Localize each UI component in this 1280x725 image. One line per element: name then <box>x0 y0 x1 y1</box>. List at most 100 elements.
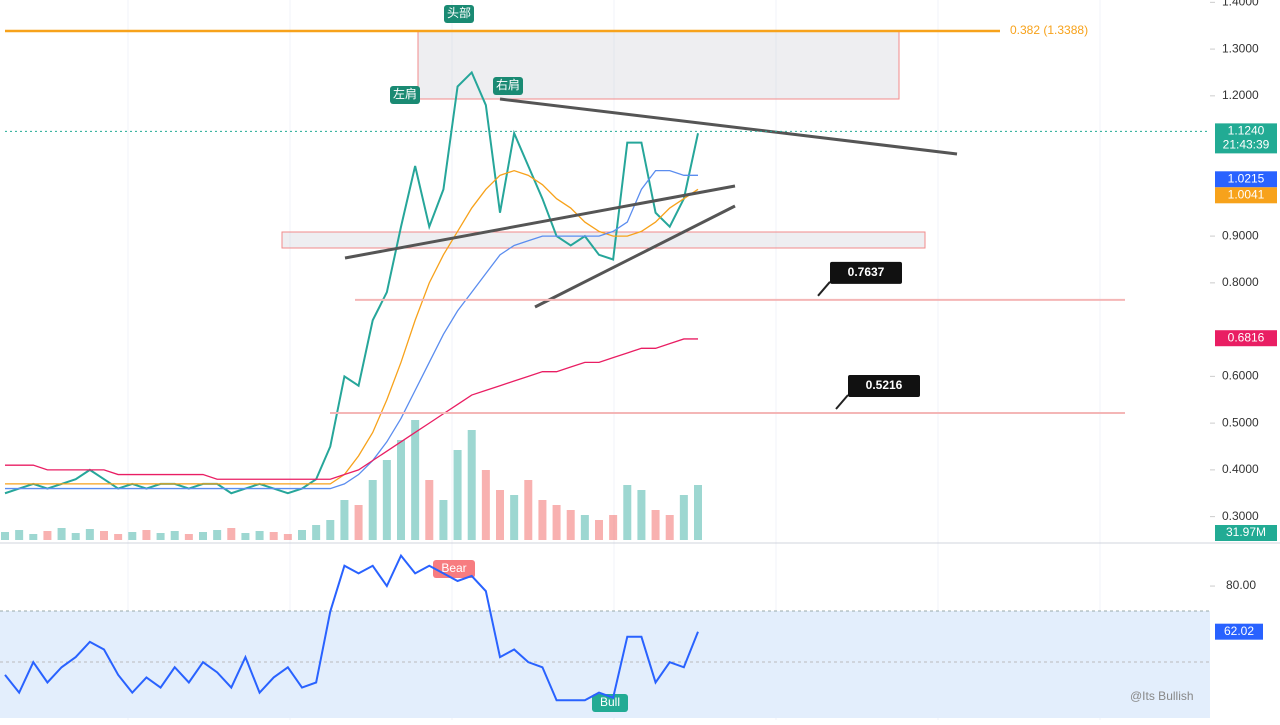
volume-bar <box>552 505 561 540</box>
price-badge <box>1215 187 1277 204</box>
y-tick-label: 1.4000 <box>1222 0 1259 9</box>
plot <box>1 70 702 540</box>
rsi-badge-label: 62.02 <box>1224 624 1254 638</box>
price-badge-label: 1.1240 <box>1228 124 1265 138</box>
volume-bar <box>538 500 547 540</box>
volume-bar <box>453 450 462 540</box>
volume-bar <box>397 440 405 540</box>
volume-bar <box>524 480 533 540</box>
volume-bar <box>665 515 674 540</box>
volume-bar <box>312 525 321 540</box>
label-box <box>444 5 474 23</box>
price-badge <box>1215 330 1277 347</box>
pattern-labels: 头部 左肩 右肩 <box>390 5 523 104</box>
y-tick-label: 0.5000 <box>1222 415 1259 429</box>
label-box <box>493 77 523 95</box>
rsi-badge <box>1215 623 1263 640</box>
y-tick-label: 0.3000 <box>1222 509 1259 523</box>
volume-bar <box>213 530 222 540</box>
signal-label: Bull <box>600 695 620 709</box>
volume-badge <box>1215 525 1277 541</box>
volume-bar <box>85 529 94 540</box>
trendline <box>534 204 736 309</box>
volume-bar <box>623 485 632 540</box>
volume-bar <box>29 534 38 540</box>
volume-bar <box>170 531 179 540</box>
callout-pointer <box>817 281 831 297</box>
volume-bar <box>679 495 688 540</box>
price-badge-label: 1.0041 <box>1228 187 1265 201</box>
volume-bar <box>199 532 207 540</box>
volume-bar <box>114 534 123 540</box>
volume-bar <box>467 430 476 540</box>
price-badge-label: 0.6816 <box>1228 330 1265 344</box>
trendline <box>344 184 736 260</box>
trendline <box>499 97 958 156</box>
volume-bar <box>439 500 448 540</box>
pattern-label: 右肩 <box>496 77 520 92</box>
pattern-label: 头部 <box>447 5 471 20</box>
volume-bar <box>595 520 603 540</box>
volume-bar <box>496 490 504 540</box>
volume-bar <box>269 532 278 540</box>
price-badge <box>1215 171 1277 188</box>
label-box <box>390 86 420 104</box>
fib-label: 0.382 (1.3388) <box>1010 23 1088 37</box>
y-tick-label: 0.4000 <box>1222 462 1259 476</box>
volume-bar <box>227 528 236 540</box>
resistance-zone <box>417 30 900 100</box>
callout-label: 0.5216 <box>866 378 903 392</box>
volume-bar <box>57 528 66 540</box>
rsi-tick-label: 80.00 <box>1226 578 1256 592</box>
volume-bar <box>694 485 702 540</box>
volume-bar <box>411 420 420 540</box>
y-tick-label: 0.9000 <box>1222 228 1259 242</box>
volume-bar <box>340 500 349 540</box>
volume-bar <box>15 530 24 540</box>
moving-average <box>5 169 699 485</box>
watermark: @Its Bullish <box>1130 689 1194 703</box>
callout-box <box>848 375 920 398</box>
volume-bar <box>43 531 52 540</box>
volume-bar <box>128 532 137 540</box>
volume-badge-label: 31.97M <box>1226 525 1266 539</box>
volume-bar <box>481 470 490 540</box>
volume-bar <box>354 505 363 540</box>
signal-label: Bear <box>441 561 466 575</box>
signal-box <box>592 694 628 712</box>
volume-bar <box>100 531 108 540</box>
y-tick-label: 1.3000 <box>1222 41 1259 55</box>
volume-bar <box>382 460 391 540</box>
volume-bar <box>298 530 306 540</box>
volume-bar <box>156 533 165 540</box>
price-badge <box>1215 123 1277 154</box>
volume-bar <box>283 534 292 540</box>
volume-bar <box>368 480 377 540</box>
callout-label: 0.7637 <box>848 265 885 279</box>
volume-bar <box>566 510 575 540</box>
volume-bar <box>184 534 193 540</box>
volume-bar <box>609 515 618 540</box>
y-tick-label: 0.8000 <box>1222 275 1259 289</box>
y-tick-label: 0.6000 <box>1222 369 1259 383</box>
callout-box <box>830 261 902 284</box>
volume-bar <box>651 510 660 540</box>
volume-bar <box>1 532 9 540</box>
price-line <box>4 70 699 495</box>
volume-bar <box>71 533 80 540</box>
support-zone <box>281 231 926 249</box>
pattern-label: 左肩 <box>393 86 417 101</box>
price-badge-time: 21:43:39 <box>1223 138 1270 152</box>
moving-average <box>5 338 698 480</box>
volume-bar <box>326 520 335 540</box>
moving-average <box>5 169 698 490</box>
rsi-line <box>4 553 699 702</box>
y-tick-label: 1.2000 <box>1222 88 1259 102</box>
volume-bar <box>241 533 250 540</box>
volume-bar <box>425 480 434 540</box>
volume-bar <box>255 531 264 540</box>
callout-pointer <box>835 394 849 410</box>
volume-bar <box>142 530 151 540</box>
volume-bar <box>580 515 589 540</box>
